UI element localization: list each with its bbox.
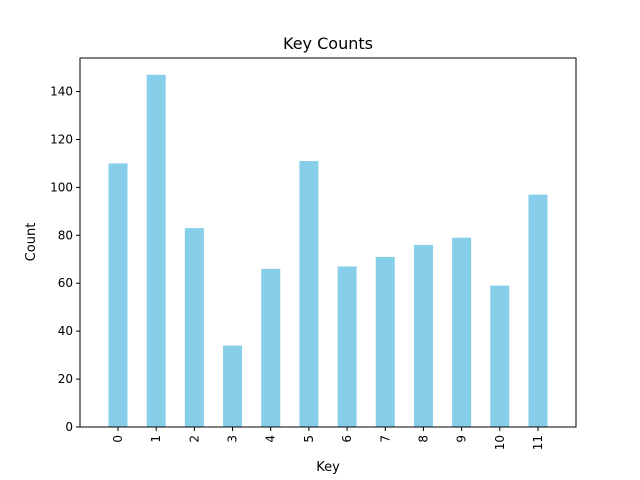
bar-5 <box>299 161 319 427</box>
bar-7 <box>375 256 395 427</box>
x-tick-label: 8 <box>416 435 430 443</box>
x-tick-label: 5 <box>302 435 316 443</box>
y-tick-label: 60 <box>58 276 73 290</box>
y-tick-label: 80 <box>58 228 73 242</box>
x-tick-label: 0 <box>111 435 125 443</box>
x-tick-label: 4 <box>264 435 278 443</box>
y-tick-label: 100 <box>50 180 73 194</box>
y-axis-label: Count <box>24 223 39 262</box>
bar-3 <box>223 345 243 427</box>
x-axis-ticks: 0 1 2 3 4 5 6 7 8 9 10 11 <box>111 427 545 450</box>
bar-1 <box>146 74 166 428</box>
bar-2 <box>184 228 204 427</box>
y-tick-label: 140 <box>50 85 73 99</box>
bar-10 <box>490 285 510 427</box>
bar-4 <box>261 268 281 427</box>
x-axis-label: Key <box>316 460 340 475</box>
x-tick-label: 2 <box>187 435 201 443</box>
x-tick-label: 6 <box>340 435 354 443</box>
y-axis-ticks: 0 20 40 60 80 100 120 140 <box>50 85 80 434</box>
plot-frame <box>79 57 577 428</box>
bar-8 <box>413 244 433 427</box>
bar-6 <box>337 266 357 427</box>
bars-group <box>108 74 548 428</box>
x-tick-label: 9 <box>455 435 469 443</box>
chart-title: Key Counts <box>283 34 373 53</box>
y-tick-label: 40 <box>58 324 73 338</box>
x-tick-label: 11 <box>531 435 545 450</box>
x-tick-label: 1 <box>149 435 163 443</box>
y-tick-label: 0 <box>65 420 73 434</box>
x-tick-label: 7 <box>378 435 392 443</box>
y-tick-label: 20 <box>58 372 73 386</box>
y-tick-label: 120 <box>50 132 73 146</box>
x-tick-label: 3 <box>226 435 240 443</box>
x-tick-label: 10 <box>493 435 507 450</box>
bar-0 <box>108 163 128 427</box>
bar-11 <box>528 194 548 427</box>
bar-9 <box>452 237 472 427</box>
